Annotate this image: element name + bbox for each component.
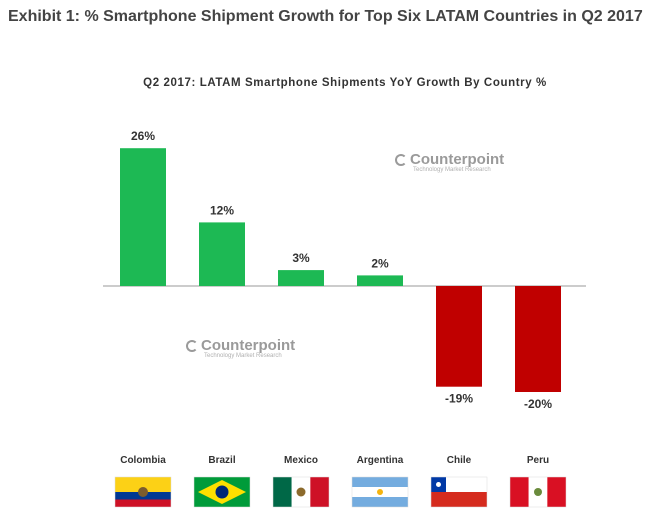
data-label: 3% <box>292 251 310 265</box>
category-label: Argentina <box>357 455 404 466</box>
brazil-flag-icon <box>193 476 251 508</box>
watermark-tagline: Technology Market Research <box>413 167 491 173</box>
bar-chile <box>436 286 482 387</box>
bar-peru <box>515 286 561 392</box>
watermark-bottom: Counterpoint Technology Market Research <box>186 338 295 360</box>
watermark-brand: Counterpoint <box>201 337 296 354</box>
peru-flag-icon <box>509 476 567 508</box>
category-label: Chile <box>447 455 472 466</box>
category-label: Brazil <box>208 455 235 466</box>
argentina-flag-icon <box>351 476 409 508</box>
bar-brazil <box>199 222 245 286</box>
data-label: 2% <box>371 256 389 270</box>
watermark-tagline: Technology Market Research <box>204 353 282 359</box>
counterpoint-logo-icon <box>186 340 198 352</box>
bar-mexico <box>278 270 324 286</box>
chart-title: Q2 2017: LATAM Smartphone Shipments YoY … <box>143 77 547 89</box>
data-label: 12% <box>210 203 234 217</box>
category-label: Peru <box>527 455 549 466</box>
category-label: Colombia <box>120 455 166 466</box>
watermark-top: Counterpoint Technology Market Research <box>395 152 504 174</box>
colombia-flag-icon <box>114 476 172 508</box>
mexico-flag-icon <box>272 476 330 508</box>
watermark-brand: Counterpoint <box>410 151 505 168</box>
bar-colombia <box>120 148 166 286</box>
bar-argentina <box>357 275 403 286</box>
exhibit-title: Exhibit 1: % Smartphone Shipment Growth … <box>8 8 643 25</box>
counterpoint-logo-icon <box>395 154 407 166</box>
chile-flag-icon <box>430 476 488 508</box>
data-label: -20% <box>524 397 552 411</box>
data-label: 26% <box>131 129 155 143</box>
data-label: -19% <box>445 392 473 406</box>
category-label: Mexico <box>284 455 318 466</box>
